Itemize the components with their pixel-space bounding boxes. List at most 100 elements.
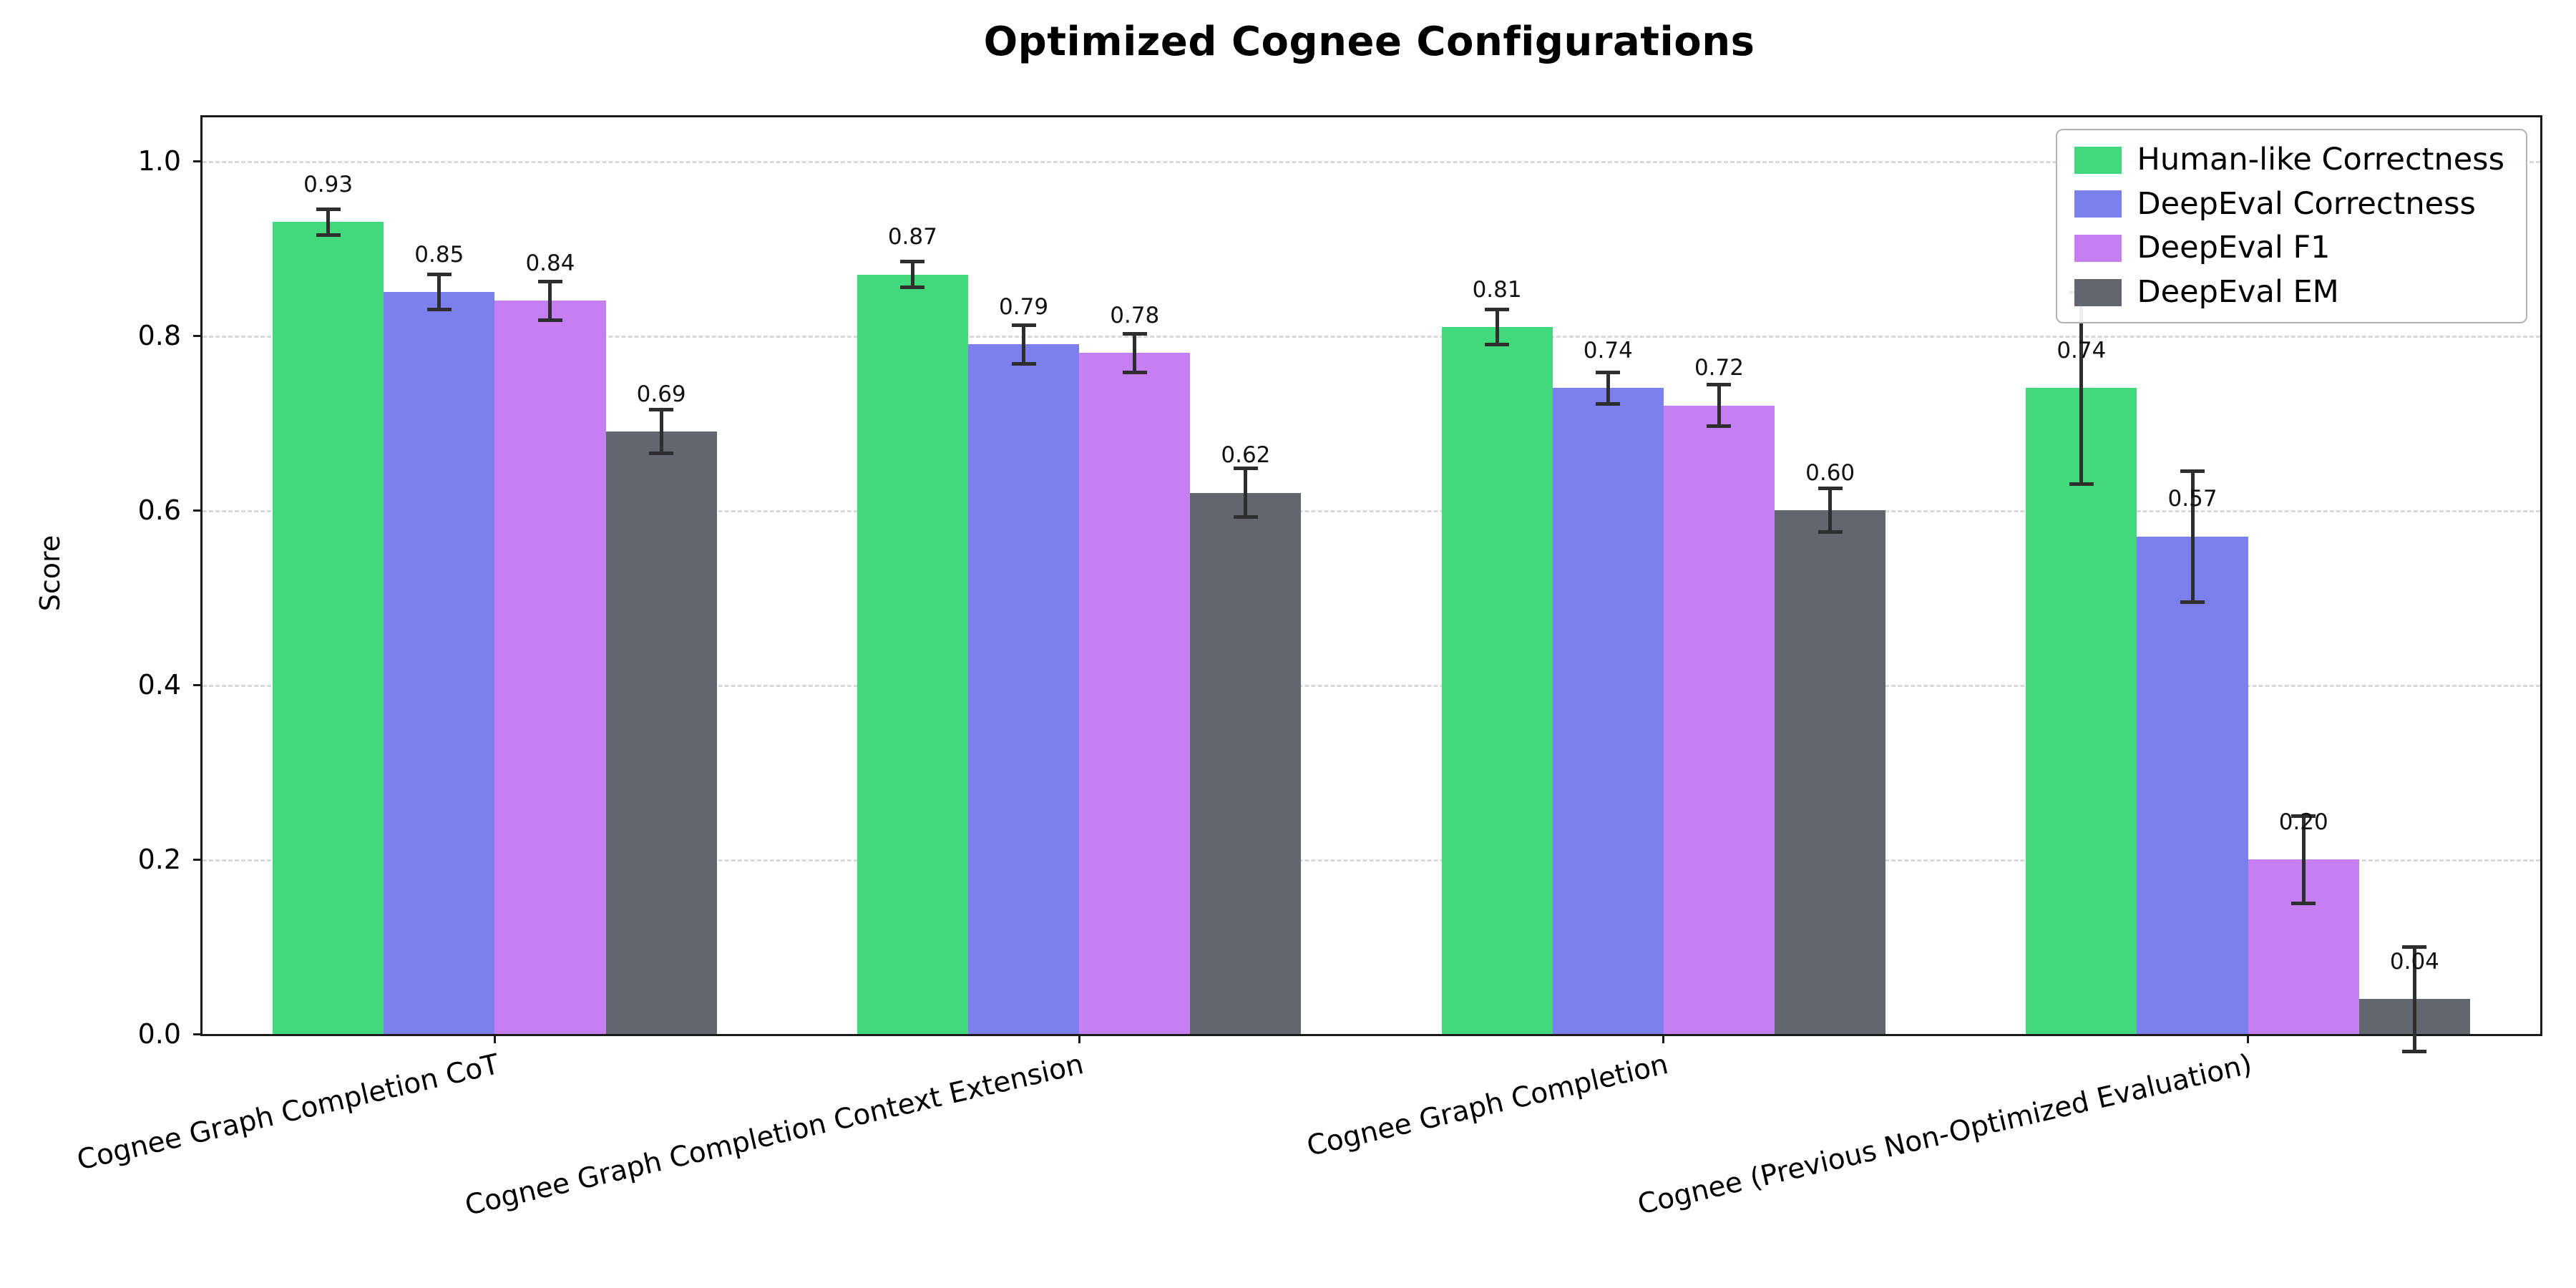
y-tick-mark: [193, 160, 203, 162]
bar: [605, 431, 717, 1034]
plot-area: Human-like Correctness DeepEval Correctne…: [74, 115, 2542, 1222]
bar: [1663, 405, 1775, 1034]
error-bar-cap: [1818, 487, 1843, 490]
bar-value-label: 0.85: [414, 241, 464, 268]
error-bar-cap: [2069, 482, 2094, 486]
error-bar: [1717, 384, 1721, 426]
error-bar: [2079, 292, 2084, 484]
bar-value-label: 0.60: [1805, 459, 1855, 486]
error-bar-cap: [1122, 370, 1147, 374]
error-bar: [1244, 468, 1248, 517]
legend-item: Human-like Correctness: [2074, 142, 2504, 179]
error-bar: [1495, 309, 1499, 345]
error-bar: [910, 261, 914, 288]
y-tick-label: 0.6: [137, 494, 181, 526]
bar-value-label: 0.74: [2057, 338, 2107, 364]
error-bar-cap: [1596, 401, 1621, 406]
error-bar: [1828, 488, 1833, 532]
error-bar-cap: [1011, 361, 1036, 366]
bar: [273, 222, 384, 1034]
error-bar-cap: [1707, 424, 1732, 429]
gridline: [203, 685, 2540, 687]
error-bar-cap: [537, 318, 562, 322]
y-tick-label: 0.4: [137, 669, 181, 701]
error-bar: [2301, 816, 2306, 903]
error-bar-cap: [2291, 901, 2316, 905]
legend-swatch: [2074, 190, 2122, 218]
gridline: [203, 336, 2540, 338]
error-bar-cap: [1818, 530, 1843, 534]
bar-value-label: 0.69: [636, 381, 686, 408]
bar-value-label: 0.62: [1221, 442, 1271, 469]
error-bar: [437, 274, 441, 310]
y-tick-label: 1.0: [137, 145, 181, 177]
y-tick-label: 0.8: [137, 320, 181, 351]
y-tick-label: 0.2: [137, 844, 181, 875]
y-tick-mark: [193, 858, 203, 861]
bar-value-label: 0.57: [2167, 486, 2218, 512]
error-bar-cap: [1011, 323, 1036, 327]
error-bar-cap: [900, 259, 925, 263]
error-bar: [1133, 333, 1137, 373]
y-tick-mark: [193, 1033, 203, 1035]
error-bar-cap: [2180, 600, 2205, 604]
bar: [2026, 388, 2137, 1034]
error-bar-cap: [316, 233, 341, 238]
bar-value-label: 0.81: [1472, 276, 1522, 303]
x-tick-label: Cognee Graph Completion Context Extensio…: [462, 1048, 1087, 1223]
y-tick-mark: [193, 509, 203, 512]
legend-item: DeepEval Correctness: [2074, 186, 2504, 223]
gridline: [203, 510, 2540, 512]
x-tick-label: Cognee Graph Completion: [1303, 1048, 1671, 1163]
bar-value-label: 0.93: [303, 172, 353, 198]
error-bar-cap: [316, 207, 341, 211]
error-bar: [548, 281, 552, 321]
legend-swatch: [2074, 278, 2122, 306]
bar-value-label: 0.79: [999, 294, 1049, 321]
bar: [1441, 326, 1553, 1034]
x-tick-mark: [2247, 1034, 2250, 1043]
error-bar: [2412, 947, 2416, 1052]
error-bar: [1022, 325, 1026, 364]
error-bar-cap: [1596, 370, 1621, 374]
error-bar-cap: [2291, 814, 2316, 818]
error-bar-cap: [537, 279, 562, 283]
bar-value-label: 0.74: [1583, 338, 1633, 364]
bar: [1775, 510, 1886, 1034]
error-bar-cap: [1233, 515, 1258, 519]
x-tick-mark: [1078, 1034, 1080, 1043]
error-bar-cap: [1233, 466, 1258, 470]
x-tick-label: Cognee Graph Completion CoT: [74, 1048, 502, 1177]
error-bar: [1606, 372, 1610, 404]
bar-value-label: 0.72: [1694, 355, 1744, 381]
error-bar-cap: [426, 273, 452, 277]
error-bar-cap: [1707, 382, 1732, 386]
x-tick-mark: [1662, 1034, 1665, 1043]
legend-label: DeepEval F1: [2137, 230, 2331, 266]
bar: [494, 301, 606, 1034]
bar-value-label: 0.78: [1110, 303, 1160, 329]
y-tick-mark: [193, 683, 203, 686]
legend: Human-like Correctness DeepEval Correctne…: [2055, 129, 2527, 324]
legend-label: DeepEval Correctness: [2137, 185, 2476, 222]
error-bar-cap: [2402, 1049, 2427, 1053]
y-tick-label: 0.0: [137, 1018, 181, 1050]
bar-value-label: 0.87: [887, 224, 937, 250]
legend-item: DeepEval EM: [2074, 274, 2504, 311]
error-bar: [659, 409, 663, 454]
bar: [1079, 353, 1191, 1034]
legend-label: Human-like Correctness: [2137, 142, 2504, 177]
bar: [967, 344, 1080, 1034]
legend-label: DeepEval EM: [2137, 273, 2339, 310]
bar: [2137, 536, 2248, 1034]
error-bar: [2190, 471, 2195, 602]
bar: [857, 274, 968, 1034]
x-tick-label: Cognee (Previous Non-Optimized Evaluatio…: [1634, 1048, 2255, 1221]
error-bar-cap: [426, 307, 452, 311]
error-bar-cap: [1485, 307, 1510, 311]
bar: [384, 292, 495, 1034]
gridline: [203, 161, 2540, 163]
legend-swatch: [2074, 234, 2122, 262]
error-bar-cap: [2180, 469, 2205, 473]
error-bar-cap: [1485, 342, 1510, 346]
